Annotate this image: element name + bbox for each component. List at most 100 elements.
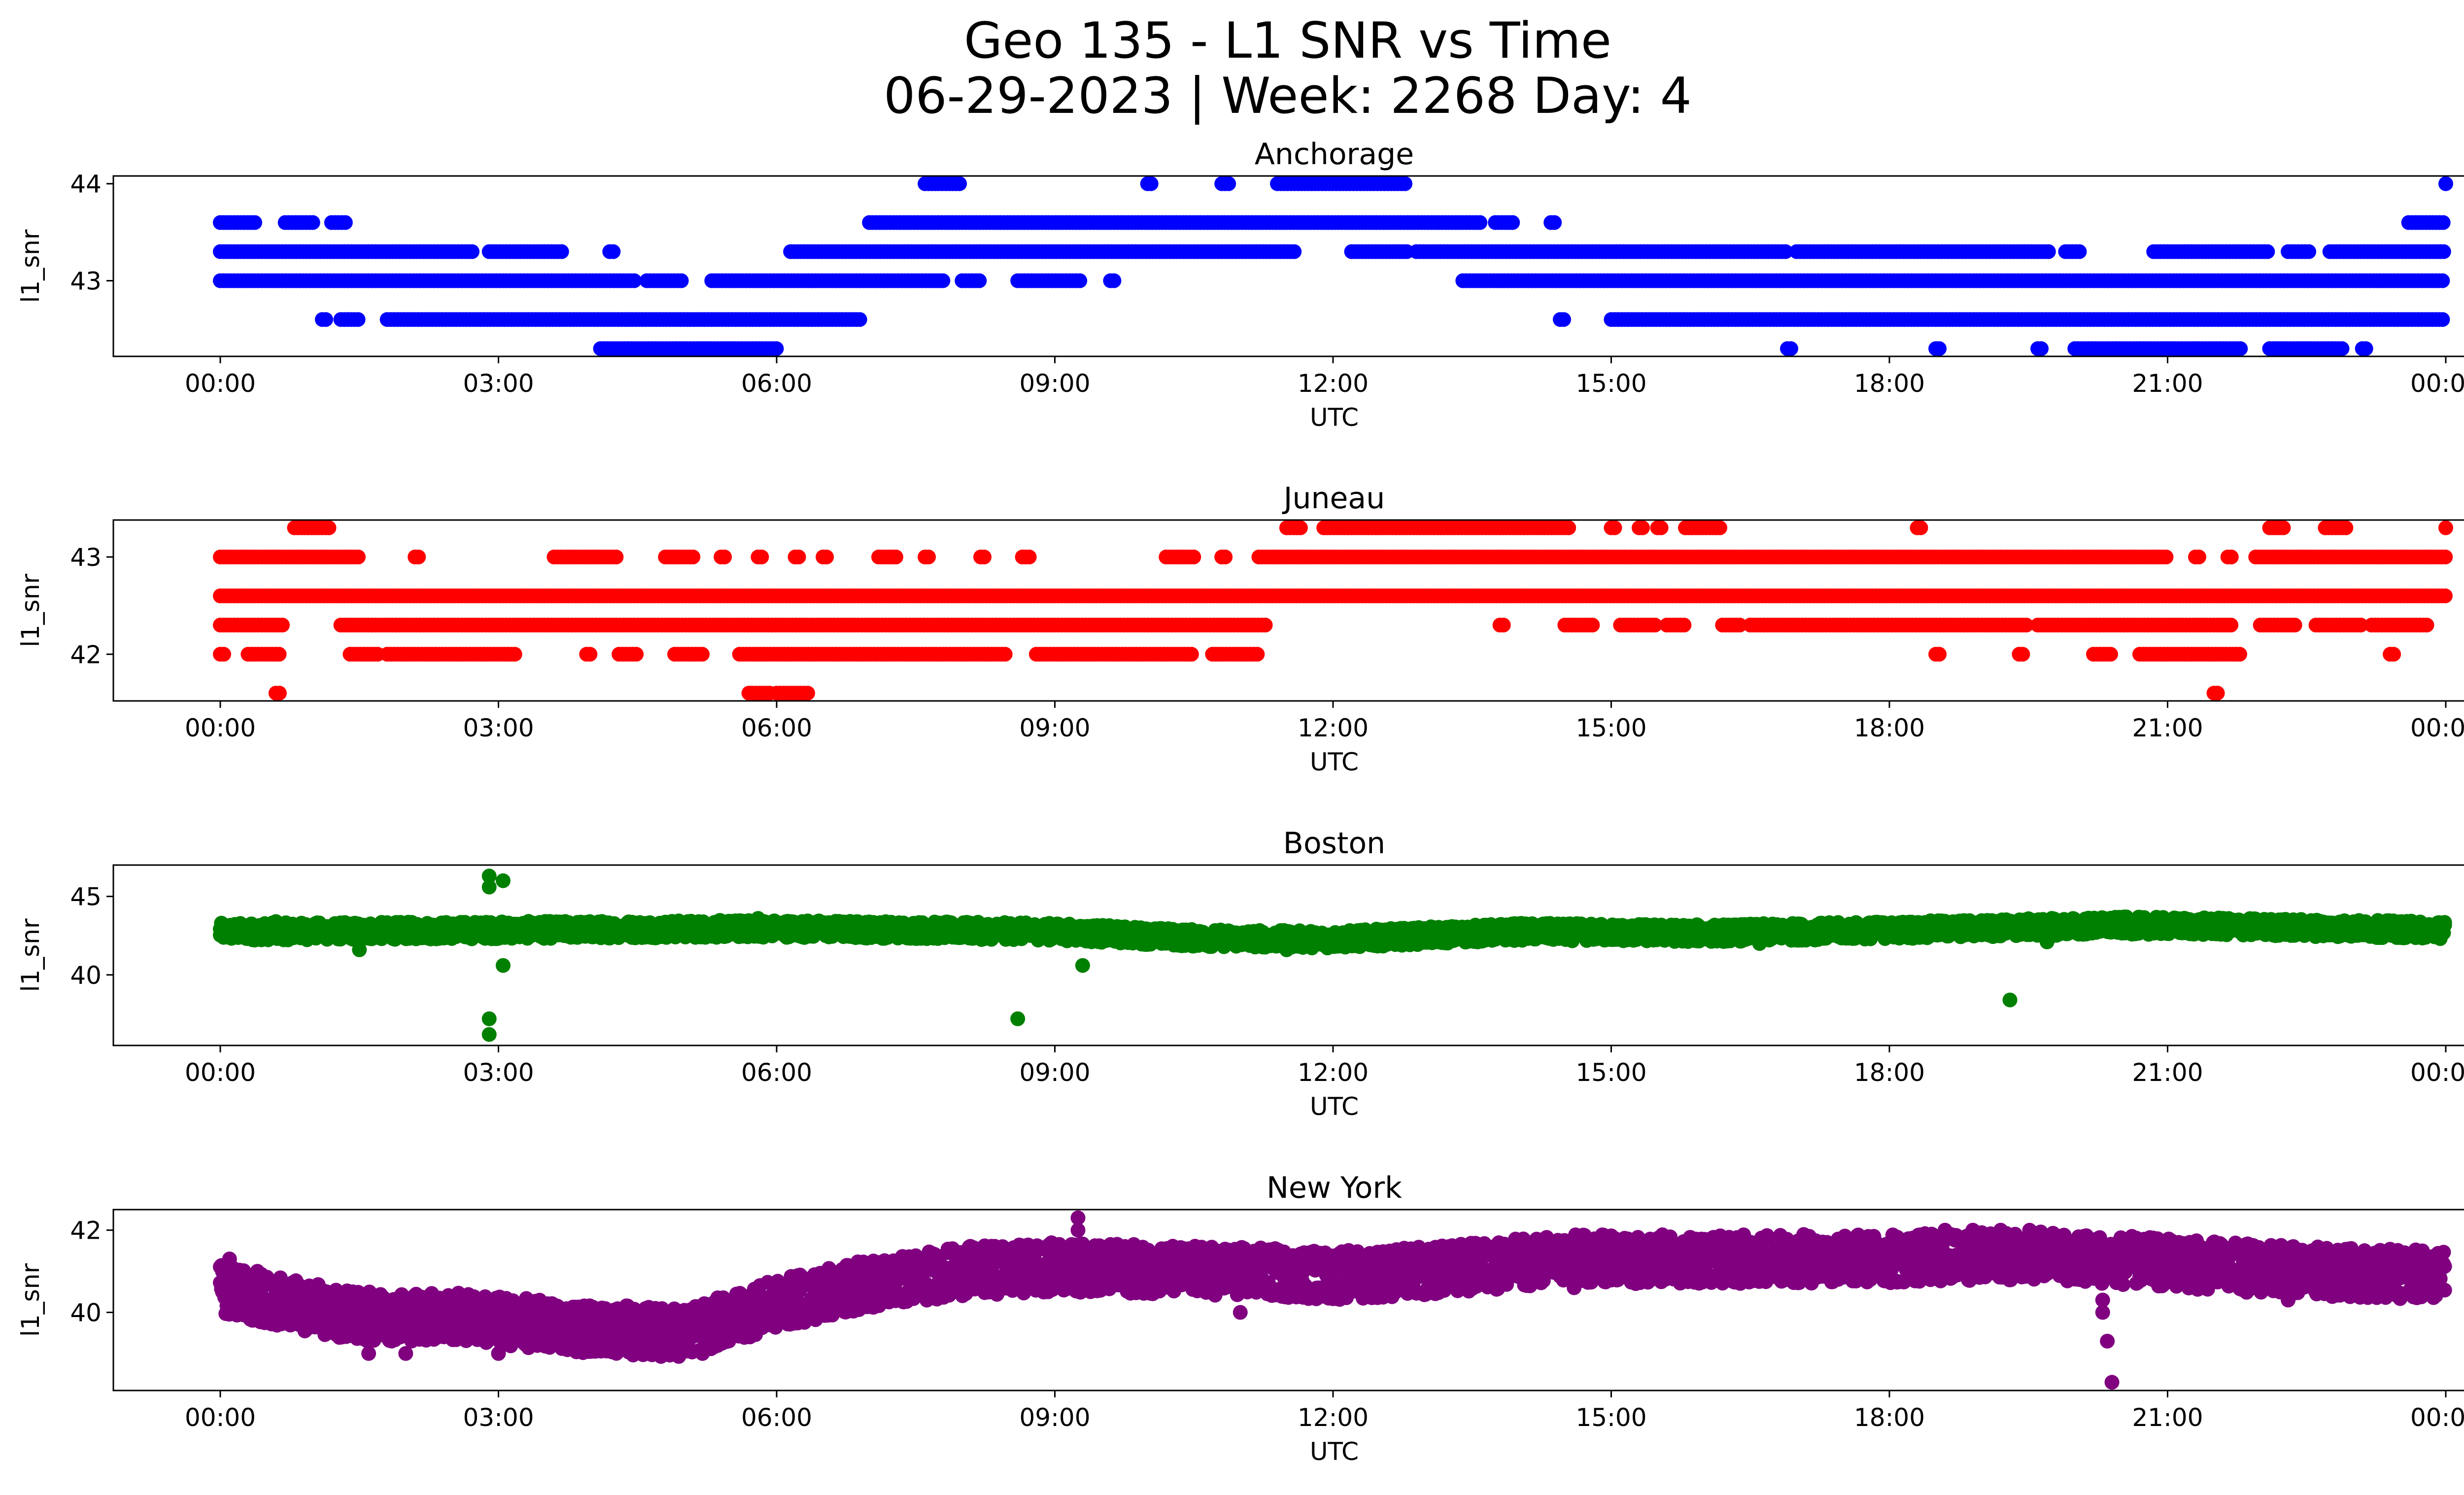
data-point <box>2224 550 2239 564</box>
data-point <box>791 550 806 564</box>
data-point <box>2436 244 2451 259</box>
x-tick-label: 00:00 <box>2410 714 2464 742</box>
y-tick-label: 44 <box>70 170 102 199</box>
data-point <box>1072 273 1088 288</box>
data-point <box>935 273 951 288</box>
data-point <box>1398 176 1413 191</box>
x-tick-label: 06:00 <box>741 369 812 398</box>
data-point <box>769 341 784 356</box>
data-point <box>507 647 522 662</box>
data-point <box>554 244 569 259</box>
x-tick-label: 06:00 <box>741 714 812 742</box>
data-point <box>2015 647 2030 662</box>
data-point <box>1547 215 1562 230</box>
data-point <box>2353 618 2368 633</box>
data-point <box>1932 647 1947 662</box>
data-point <box>2072 244 2087 259</box>
data-point <box>2210 686 2225 701</box>
data-point <box>1932 341 1947 356</box>
data-point <box>977 550 992 564</box>
data-point <box>717 550 732 564</box>
data-point <box>1106 273 1122 288</box>
data-point <box>1022 550 1037 564</box>
data-point <box>1647 618 1663 633</box>
data-point <box>2438 176 2453 191</box>
data-points <box>213 520 2453 701</box>
data-point <box>1913 520 1928 535</box>
data-point <box>247 215 262 230</box>
data-point <box>1218 550 1233 564</box>
data-point <box>1783 341 1798 356</box>
data-point <box>1732 618 1747 633</box>
data-point <box>1143 176 1159 191</box>
data-point <box>321 520 337 535</box>
data-points <box>213 176 2453 356</box>
figure-title-line1: Geo 135 - L1 SNR vs Time <box>964 11 1611 70</box>
data-point <box>674 273 689 288</box>
y-axis-label: l1_snr <box>16 574 45 647</box>
data-points <box>213 869 2452 1042</box>
data-point <box>2435 312 2450 327</box>
axes-frame <box>112 519 2464 702</box>
x-tick-label: 18:00 <box>1854 714 1925 742</box>
data-point <box>2438 520 2453 535</box>
subplot-title: Anchorage <box>1255 137 1414 172</box>
data-point <box>1287 244 1302 259</box>
x-tick-label: 00:00 <box>185 369 256 398</box>
data-point <box>1184 647 1199 662</box>
x-tick-label: 18:00 <box>1854 369 1925 398</box>
data-point <box>800 686 815 701</box>
x-tick-label: 03:00 <box>463 714 534 742</box>
x-tick-label: 12:00 <box>1298 714 1369 742</box>
data-point <box>582 647 598 662</box>
axes-frame <box>112 175 2464 357</box>
x-axis-label: UTC <box>1310 403 1359 432</box>
subplot-title: Juneau <box>1282 481 1385 516</box>
data-point <box>2386 647 2401 662</box>
data-point <box>411 550 426 564</box>
data-point <box>1505 215 1520 230</box>
data-point <box>2338 520 2354 535</box>
data-point <box>1653 520 1669 535</box>
subplot-juneau: 00:00 03:00 06:00 09:00 12:00 15:00 18:00 21:00… <box>16 481 2464 776</box>
data-point <box>2158 550 2174 564</box>
x-tick-label: 09:00 <box>1019 714 1090 742</box>
data-point <box>2276 520 2291 535</box>
y-tick-label: 42 <box>70 640 102 669</box>
data-point <box>2191 550 2206 564</box>
y-tick-label: 43 <box>70 543 102 572</box>
data-point <box>2438 588 2453 603</box>
data-point <box>2301 244 2317 259</box>
data-point <box>1635 520 1650 535</box>
data-point <box>1186 550 1201 564</box>
data-point <box>1778 244 1793 259</box>
x-tick-label: 00:00 <box>2410 369 2464 398</box>
x-tick-label: 21:00 <box>2132 369 2203 398</box>
data-point <box>972 273 987 288</box>
data-point <box>318 312 333 327</box>
x-tick-label: 15:00 <box>1575 714 1646 742</box>
data-point <box>695 647 710 662</box>
data-point <box>1607 520 1622 535</box>
figure-title-line2: 06-29-2023 | Week: 2268 Day: 4 <box>884 67 1692 125</box>
data-point <box>2019 618 2034 633</box>
data-point <box>1258 618 1273 633</box>
data-point <box>1496 618 1511 633</box>
data-point <box>2260 244 2275 259</box>
data-point <box>2419 618 2434 633</box>
data-point <box>275 618 290 633</box>
data-point <box>997 647 1013 662</box>
x-tick-label: 09:00 <box>1019 369 1090 398</box>
data-point <box>2103 647 2118 662</box>
data-point <box>921 550 936 564</box>
x-tick-label: 00:00 <box>185 714 256 742</box>
data-point <box>351 550 366 564</box>
x-axis-label: UTC <box>1310 748 1359 776</box>
x-tick-label: 15:00 <box>1575 369 1646 398</box>
x-tick-label: 03:00 <box>463 369 534 398</box>
data-point <box>852 312 867 327</box>
data-point <box>338 215 353 230</box>
data-point <box>609 550 624 564</box>
data-point <box>350 312 366 327</box>
